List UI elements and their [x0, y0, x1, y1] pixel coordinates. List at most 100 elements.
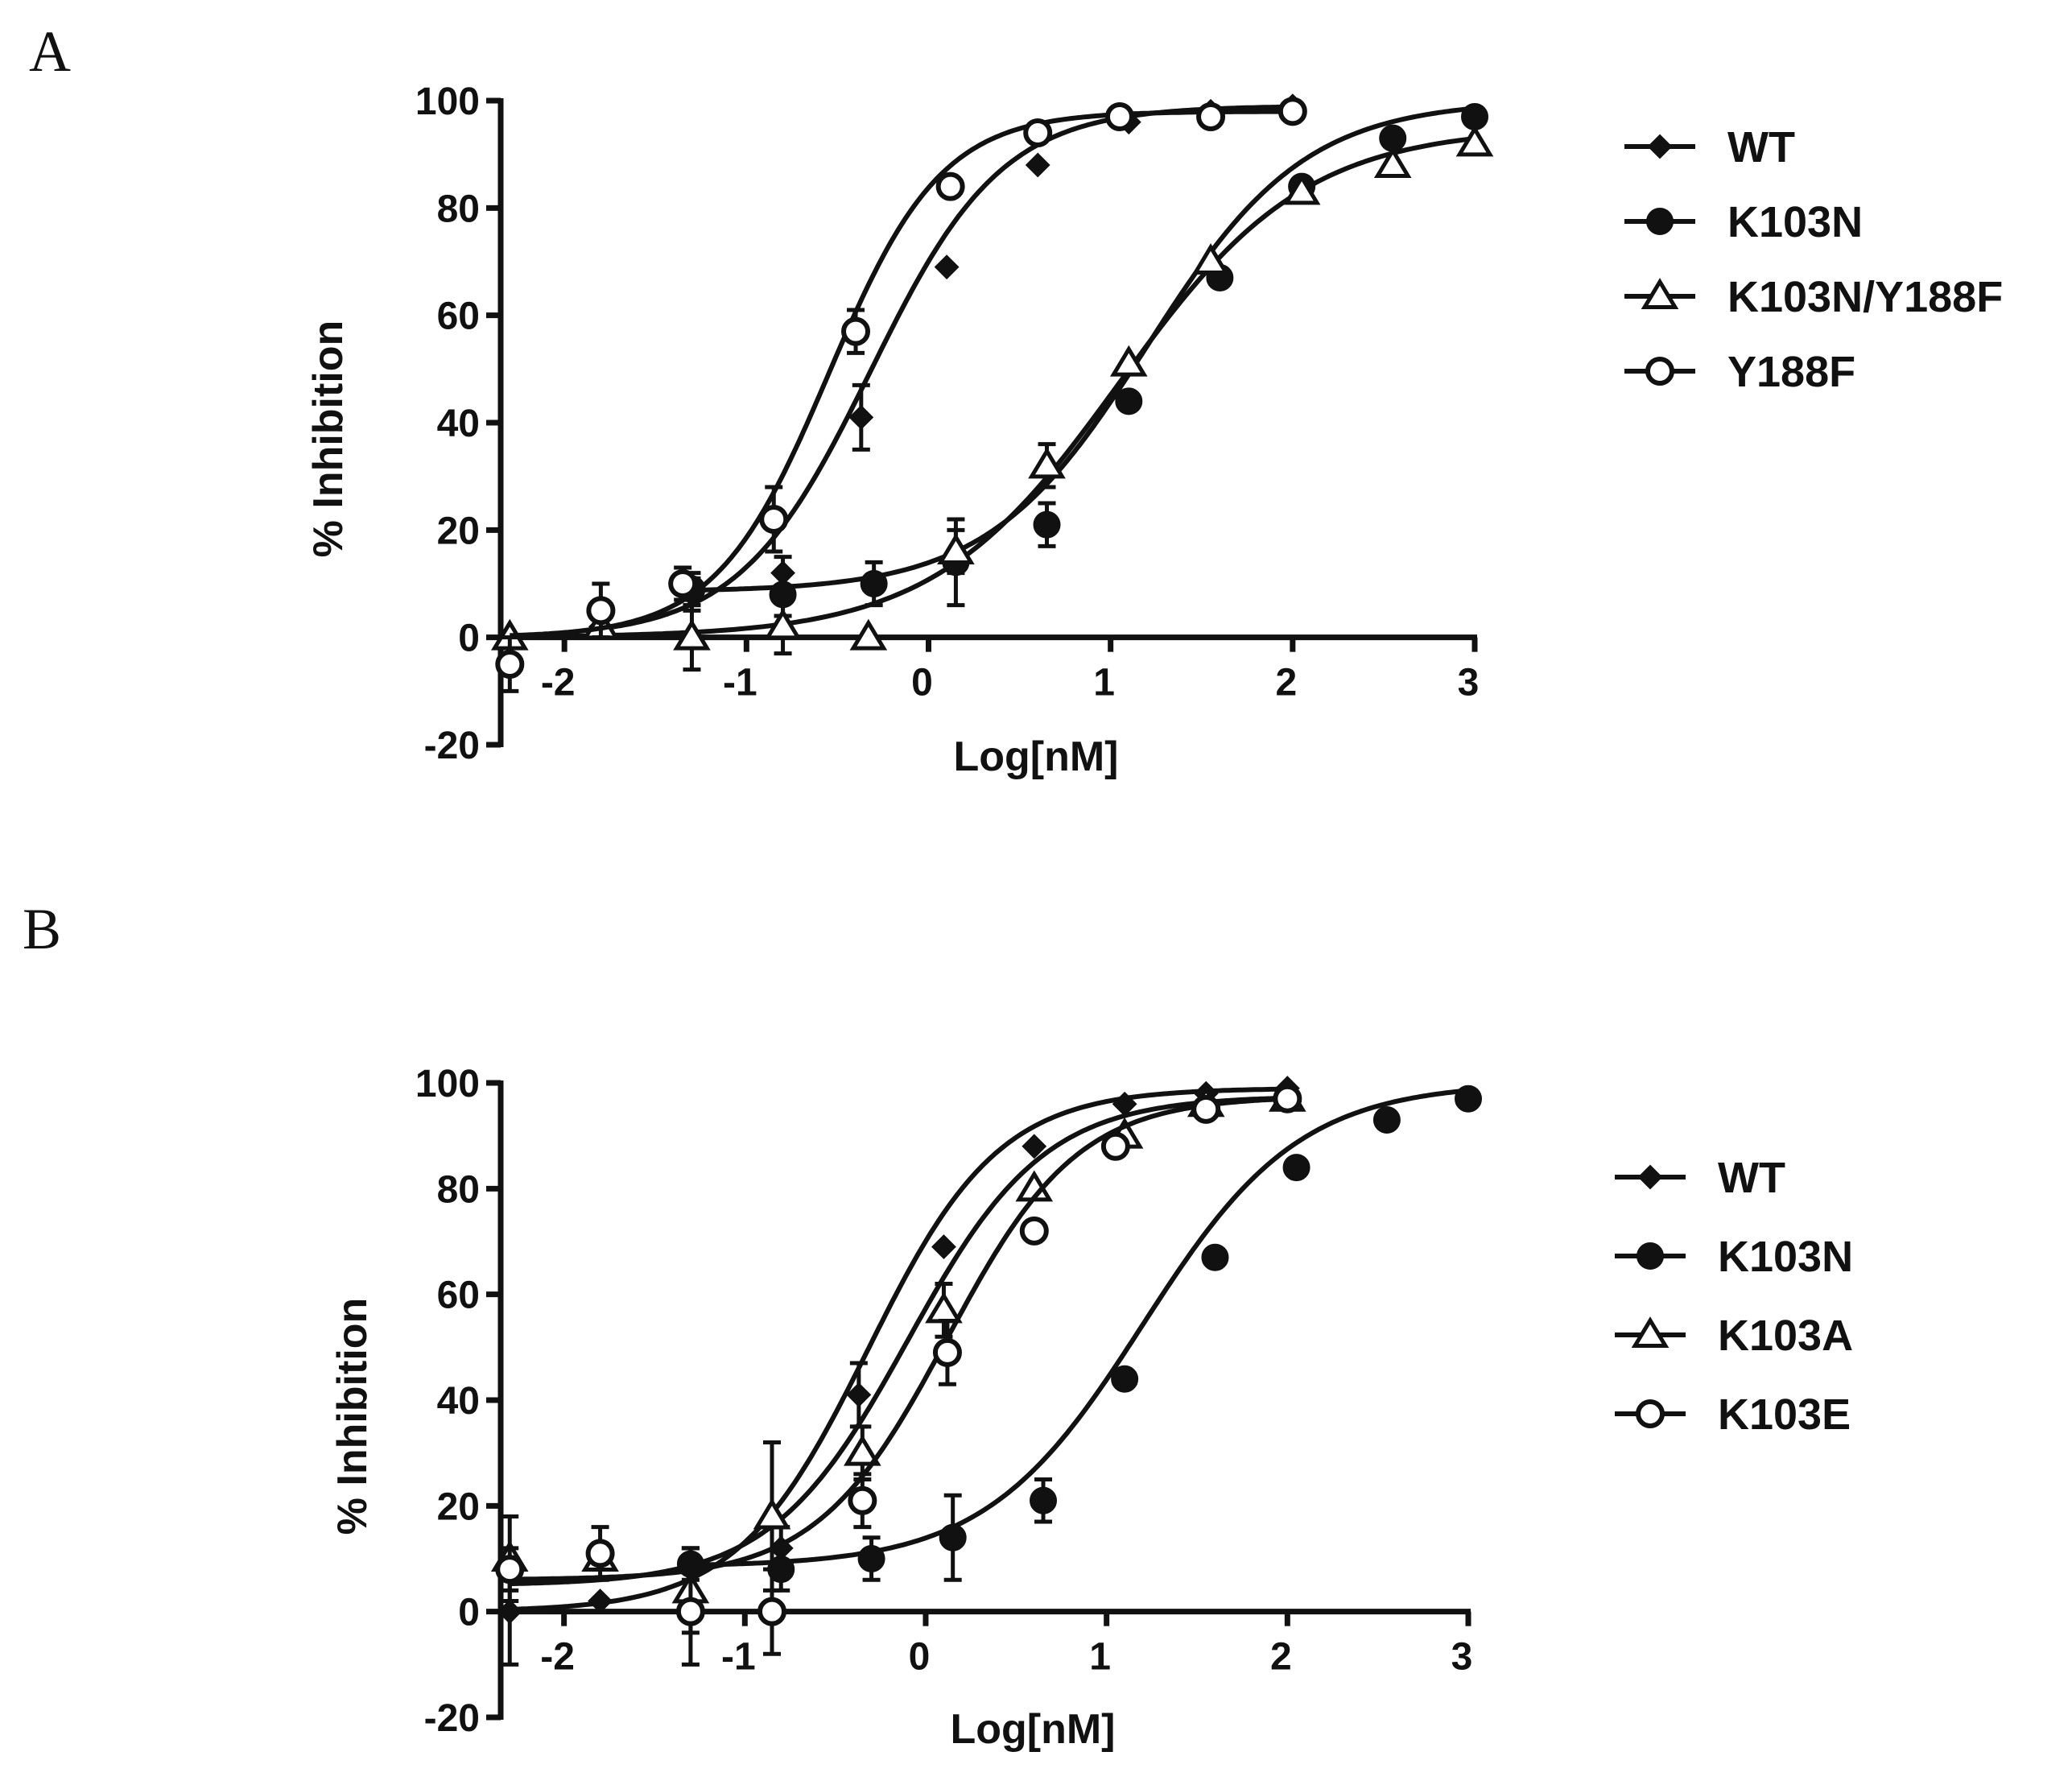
panel-a-wt-data-point — [934, 254, 960, 280]
panel-b-k103a-fit-curve — [510, 1095, 1288, 1586]
panel-a-y188f-data-point — [935, 171, 965, 201]
panel-b-k103e-data-point — [585, 1539, 615, 1568]
panel-b-y-tick-label: 100 — [415, 1063, 480, 1105]
panel-a-y188f-data-point — [1104, 102, 1134, 131]
panel-b-wt-data-point — [1022, 1134, 1047, 1159]
panel-a-k103n-y188f-legend-marker — [1641, 278, 1679, 309]
panel-a-y188f-data-point — [1196, 102, 1226, 131]
panel-a-k103n-y188f-legend-label: K103N/Y188F — [1727, 273, 2003, 321]
panel-b-k103e-legend-label: K103E — [1718, 1390, 1851, 1439]
panel-b-k103e-series — [495, 1084, 1302, 1667]
panel-a-k103n-data-point — [860, 570, 888, 597]
panel-b-k103n-data-point — [1030, 1486, 1058, 1514]
panel-a-y188f-data-point — [586, 596, 616, 626]
panel-b-x-tick-label: 0 — [909, 1636, 931, 1679]
panel-b-k103a-legend-item: K103A — [1615, 1312, 1853, 1360]
panel-a-y188f-fit-curve — [510, 109, 1293, 638]
panel-a-y-tick-label: 20 — [437, 510, 480, 552]
panel-b-k103n-data-point — [1201, 1243, 1229, 1271]
panel-b-k103a-data-point — [753, 1498, 791, 1530]
panel-a-y188f-data-point — [668, 569, 698, 598]
panel-a-k103n-legend-marker — [1646, 208, 1674, 235]
panel-b-k103n-legend-label: K103N — [1718, 1233, 1853, 1281]
panel-a-y188f-data-point — [759, 505, 789, 534]
panel-b-k103e-legend-item: K103E — [1615, 1390, 1851, 1439]
panel-a-y188f-data-point — [1023, 118, 1053, 147]
panel-b-k103e-data-point — [757, 1597, 787, 1626]
panel-a-y-tick-label: -20 — [424, 725, 480, 767]
panel-b-k103a-data-point — [844, 1434, 881, 1466]
panel-b-x-tick-label: 2 — [1270, 1636, 1292, 1679]
panel-b-k103a-legend-marker — [1631, 1316, 1670, 1348]
panel-a-k103n-legend-item: K103N — [1624, 198, 1863, 246]
panel-a-y-tick-label: 0 — [458, 618, 480, 660]
panel-a-k103n-y188f-data-point — [849, 618, 888, 651]
panel-b-k103e-fit-curve — [510, 1096, 1288, 1582]
panel-a-k103n-y188f-legend-item: K103N/Y188F — [1624, 273, 2003, 321]
panel-a-k103n-y188f-data-point — [673, 618, 711, 651]
panel-b-k103e-data-point — [1100, 1131, 1130, 1161]
panel-a-wt-data-point — [1025, 152, 1050, 178]
panel-a-x-tick-label: 1 — [1093, 662, 1115, 704]
panel-b-x-axis-title: Log[nM] — [950, 1706, 1115, 1753]
panel-b-k103e-data-point — [848, 1485, 877, 1515]
panel-b-x-tick-label: 1 — [1089, 1636, 1111, 1679]
panel-a-k103n-series — [678, 103, 1488, 618]
panel-b-wt-data-point — [931, 1234, 956, 1259]
panel-b-y-tick-label: 0 — [458, 1592, 480, 1634]
panel-a-y188f-data-point — [841, 316, 871, 346]
panel-a-y188f-data-point — [495, 650, 525, 679]
panel-a-k103n-data-point — [1115, 387, 1143, 415]
panel-b-y-tick-label: 40 — [437, 1380, 480, 1423]
panel-b-k103n-data-point — [857, 1545, 885, 1572]
panel-b-y-axis-title: % Inhibition — [329, 1298, 376, 1535]
panel-a-y188f-series — [495, 97, 1307, 693]
panel-b-k103n-legend-item: K103N — [1615, 1233, 1853, 1281]
panel-a-wt-legend-marker — [1647, 134, 1673, 159]
panel-b-k103e-data-point — [1191, 1094, 1221, 1124]
panel-a-y-axis-title: % Inhibition — [305, 320, 352, 558]
panel-a-wt-legend-item: WT — [1624, 123, 1795, 171]
panel-b-k103e-data-point — [1273, 1084, 1302, 1113]
panel-b-x-tick-label: -2 — [540, 1636, 575, 1679]
panel-a-k103n-y188f-data-point — [1109, 345, 1148, 377]
panel-a-k103n-y188f-series — [490, 125, 1494, 672]
panel-a-x-tick-label: -2 — [541, 662, 576, 704]
panel-b-wt-data-point — [846, 1382, 872, 1407]
panel-b-k103e-data-point — [495, 1555, 525, 1584]
panel-b-k103a-series — [490, 1080, 1306, 1635]
panel-b-chart: -20 0 20 40 60 80 100 -2 -1 0 1 2 3 Log[nM] % Inhibiti… — [329, 1063, 1853, 1753]
panel-a-k103n-y188f-fit-curve — [510, 136, 1476, 639]
panel-a-y188f-legend-item: Y188F — [1624, 348, 1855, 396]
panel-b-k103n-series — [676, 1085, 1482, 1593]
panel-a-x-tick-label: -1 — [723, 662, 757, 704]
panel-a-k103n-y188f-data-point — [1373, 147, 1412, 178]
panel-a-k103n-data-point — [1033, 510, 1061, 539]
panel-b-k103n-data-point — [1455, 1085, 1482, 1113]
panel-b-wt-data-point — [497, 1599, 522, 1625]
panel-a-chart: -20 0 20 40 60 80 100 -2 -1 0 1 2 3 Log[nM] % Inhibiti… — [305, 81, 2003, 780]
panel-b-k103e-data-point — [1019, 1216, 1049, 1246]
panel-b-k103n-data-point — [1372, 1105, 1401, 1134]
panel-b-k103a-legend-label: K103A — [1718, 1312, 1853, 1360]
panel-b-y-tick-label: 80 — [437, 1168, 480, 1211]
panel-b-x-tick-label: -1 — [721, 1636, 756, 1679]
panel-b-wt-data-point — [588, 1589, 613, 1613]
panel-b-wt-fit-curve — [510, 1086, 1288, 1612]
panel-b-k103e-data-point — [932, 1337, 962, 1367]
panel-a-k103n-fit-curve — [691, 105, 1476, 593]
panel-b-k103n-legend-marker — [1637, 1242, 1664, 1270]
panel-a-k103n-y188f-data-point — [764, 608, 802, 640]
panel-b-wt-legend-marker — [1637, 1164, 1663, 1190]
panel-b-k103n-data-point — [939, 1523, 967, 1551]
panel-a-y188f-legend-label: Y188F — [1727, 348, 1855, 396]
panel-a-k103n-y188f-data-point — [1028, 447, 1066, 479]
panel-a-y-tick-label: 40 — [437, 403, 480, 445]
panel-a-wt-legend-label: WT — [1727, 123, 1795, 171]
panel-letter-b: B — [23, 897, 61, 961]
panel-b-x-tick-label: 3 — [1451, 1636, 1473, 1679]
panel-a-k103n-y188f-data-point — [1455, 125, 1494, 157]
panel-b-k103n-data-point — [1111, 1365, 1139, 1393]
panel-a-k103n-y188f-data-point — [937, 533, 975, 564]
